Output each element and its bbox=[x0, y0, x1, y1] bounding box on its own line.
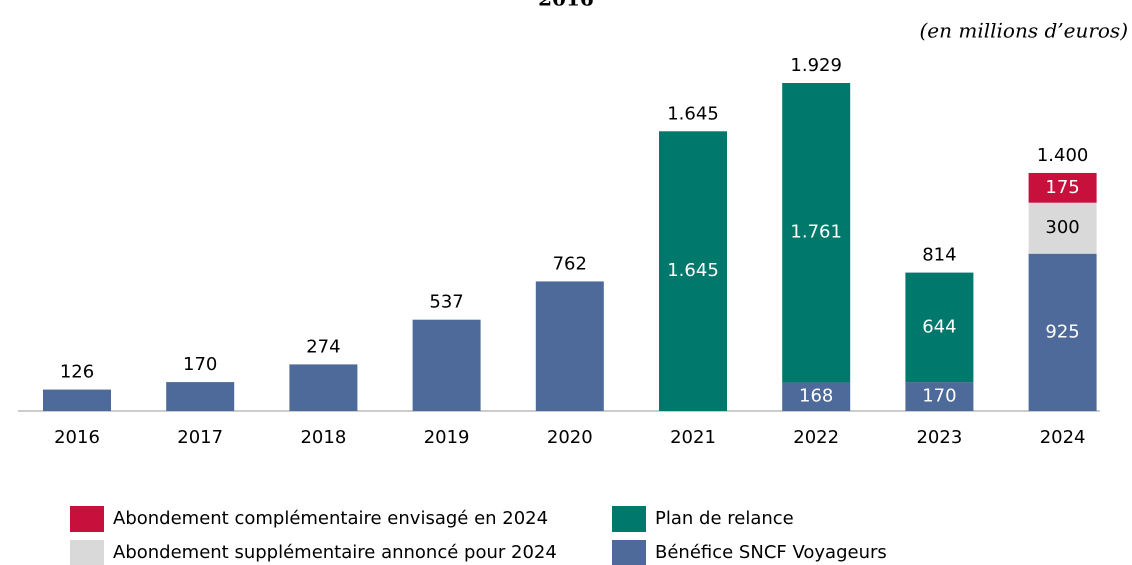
legend-swatch bbox=[612, 540, 646, 565]
x-tick-label: 2019 bbox=[424, 427, 470, 448]
chart-title: 2016 bbox=[538, 0, 594, 11]
bar-segment bbox=[1028, 172, 1097, 203]
legend-swatch bbox=[70, 506, 104, 532]
segment-label: 1.645 bbox=[667, 260, 719, 281]
legend-label: Abondement supplémentaire annoncé pour 2… bbox=[113, 542, 557, 563]
x-tick-label: 2022 bbox=[793, 427, 839, 448]
x-tick-label: 2023 bbox=[916, 427, 962, 448]
bar-segment bbox=[412, 319, 481, 411]
legend-swatch bbox=[70, 540, 104, 565]
x-tick-label: 2016 bbox=[54, 427, 100, 448]
total-label: 1.645 bbox=[667, 103, 719, 124]
bar-segment bbox=[535, 281, 604, 411]
segment-label: 300 bbox=[1045, 217, 1079, 238]
total-label: 814 bbox=[922, 245, 956, 266]
total-label: 126 bbox=[60, 362, 94, 383]
bar-segment bbox=[43, 389, 111, 411]
bar-segment bbox=[289, 364, 358, 411]
segment-label: 175 bbox=[1045, 177, 1079, 198]
bar-segment bbox=[905, 272, 974, 383]
legend-label: Bénéfice SNCF Voyageurs bbox=[655, 542, 887, 563]
bar-segment bbox=[659, 131, 727, 412]
total-label: 537 bbox=[429, 292, 463, 313]
x-tick-label: 2020 bbox=[547, 427, 593, 448]
segment-label: 1.761 bbox=[790, 222, 842, 243]
segment-label: 168 bbox=[799, 386, 833, 407]
bar-segment bbox=[1028, 253, 1097, 411]
total-label: 762 bbox=[553, 253, 587, 274]
segment-label: 644 bbox=[922, 316, 956, 337]
x-tick-label: 2017 bbox=[177, 427, 223, 448]
legend-swatch bbox=[612, 506, 646, 532]
x-tick-label: 2018 bbox=[300, 427, 346, 448]
legend-label: Abondement complémentaire envisagé en 20… bbox=[113, 508, 548, 529]
bar-segment bbox=[166, 382, 235, 411]
total-label: 1.929 bbox=[790, 55, 842, 76]
total-label: 274 bbox=[306, 336, 340, 357]
chart-subtitle: (en millions d’euros) bbox=[919, 19, 1128, 43]
segment-label: 925 bbox=[1045, 321, 1079, 342]
bar-segment bbox=[782, 83, 851, 383]
bar-segment bbox=[905, 382, 974, 411]
x-tick-label: 2024 bbox=[1040, 427, 1086, 448]
total-label: 170 bbox=[183, 354, 217, 375]
total-label: 1.400 bbox=[1037, 145, 1089, 166]
bar-segment bbox=[782, 382, 851, 411]
x-tick-label: 2021 bbox=[670, 427, 716, 448]
segment-label: 170 bbox=[922, 386, 956, 407]
bar-segment bbox=[1028, 202, 1097, 254]
legend-label: Plan de relance bbox=[655, 508, 794, 529]
